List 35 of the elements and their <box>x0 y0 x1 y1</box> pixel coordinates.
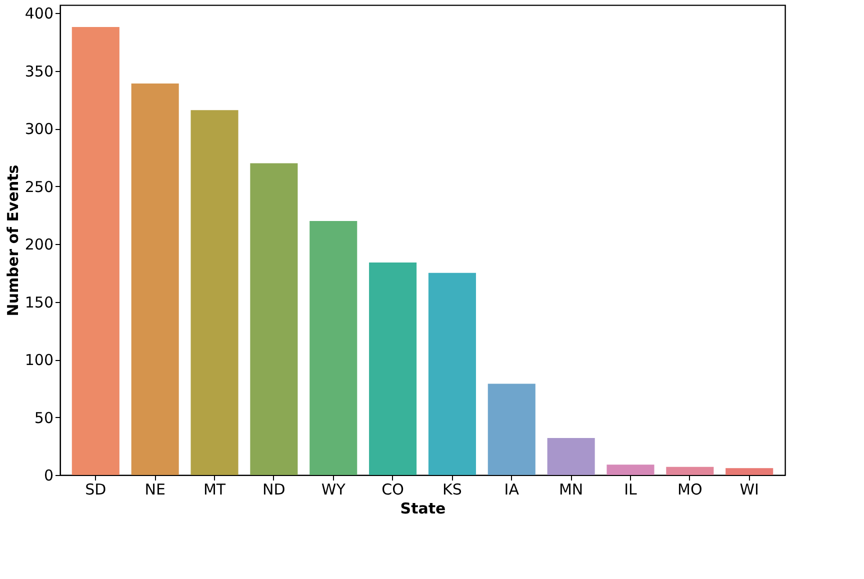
bar <box>726 468 774 475</box>
bar <box>310 220 358 475</box>
x-tick-label: WY <box>321 480 346 498</box>
bar <box>606 464 654 475</box>
bar <box>547 438 595 475</box>
y-tick-label: 350 <box>24 62 54 80</box>
y-tick-label: 100 <box>24 351 54 370</box>
x-tick-label: SD <box>85 480 106 498</box>
x-tick-label: NE <box>144 480 166 498</box>
y-tick-label: 300 <box>24 120 54 138</box>
bar <box>428 272 476 475</box>
bar <box>250 163 298 475</box>
y-tick-label: 150 <box>24 293 54 312</box>
y-tick-label: 250 <box>24 178 54 196</box>
x-tick-label: IA <box>504 480 520 498</box>
y-tick-label: 200 <box>24 236 54 254</box>
y-tick-label: 0 <box>44 466 54 484</box>
x-tick-label: KS <box>442 480 462 498</box>
bar <box>488 384 536 475</box>
bar <box>666 466 714 475</box>
x-tick-label: IL <box>624 480 638 498</box>
y-tick-label: 50 <box>34 408 54 427</box>
bar <box>369 262 417 475</box>
bar <box>72 26 120 475</box>
x-tick-label: MT <box>203 480 226 498</box>
x-axis-title: State <box>400 500 446 518</box>
x-tick-label: MN <box>558 480 584 498</box>
y-tick-label: 400 <box>24 4 54 23</box>
bar <box>190 110 238 475</box>
bar <box>131 84 179 475</box>
x-tick-label: CO <box>382 480 404 498</box>
y-axis-title: Number of Events <box>4 164 22 316</box>
x-tick-label: ND <box>262 480 286 498</box>
x-tick-label: WI <box>740 480 759 498</box>
x-tick-label: MO <box>678 480 702 498</box>
